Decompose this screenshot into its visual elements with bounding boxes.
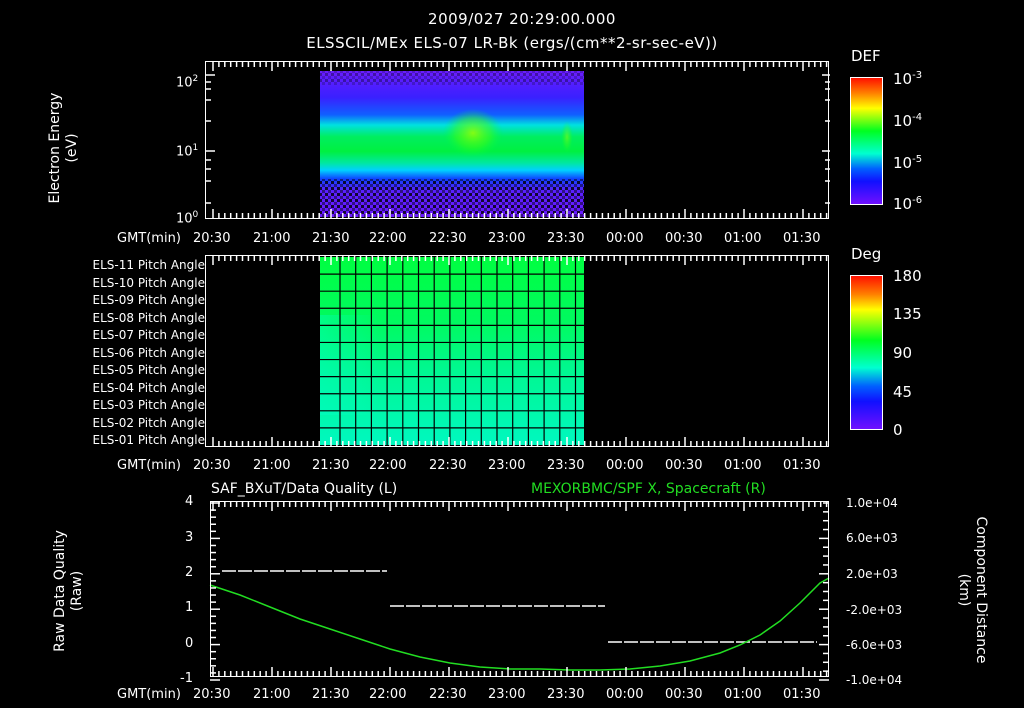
panel3-left-ytick: 1 (185, 600, 194, 615)
panel3-right-title: MEXORBMC/SPF X, Spacecraft (R) (531, 481, 766, 497)
colorbar-deg-tick: 135 (893, 305, 922, 323)
panel3-left-ytick: 3 (185, 530, 194, 545)
pitch-row-label: ELS-01 Pitch Angle (92, 433, 205, 447)
panel3-right-ytick: 6.0e+03 (846, 531, 898, 545)
panel3-right-ytick: -2.0e+03 (846, 603, 903, 617)
pitch-row-label: ELS-04 Pitch Angle (92, 380, 205, 395)
pitch-row-label: ELS-02 Pitch Angle (92, 415, 205, 430)
panel3-left-ylabel: Raw Data Quality (Raw) (52, 530, 85, 652)
panel1-xaxis-label: GMT(min) (117, 231, 181, 246)
panel3-right-ytick: -6.0e+03 (846, 638, 903, 652)
energy-spectrogram[interactable] (205, 61, 829, 219)
pitch-angle-row-labels: ELS-11 Pitch Angle ELS-10 Pitch Angle EL… (0, 256, 205, 447)
colorbar-def (850, 77, 883, 205)
pitch-angle-plot[interactable] (205, 255, 829, 447)
panel3-left-ytick: 2 (185, 565, 194, 580)
panel3-right-ytick: -1.0e+04 (846, 673, 903, 687)
plot-timestamp: 2009/027 20:29:00.000 (428, 10, 616, 28)
panel3-right-ytick: 1.0e+04 (846, 496, 898, 510)
panel2-xaxis-label: GMT(min) (117, 458, 181, 473)
colorbar-def-tick: 10-4 (893, 112, 923, 130)
pitch-row-label: ELS-07 Pitch Angle (92, 328, 205, 342)
pitch-row-label: ELS-08 Pitch Angle (92, 310, 205, 325)
panel3-xaxis-label: GMT(min) (117, 687, 181, 702)
pitch-row-label: ELS-09 Pitch Angle (92, 293, 205, 307)
panel3-left-title: SAF_BXuT/Data Quality (L) (211, 481, 398, 497)
pitch-row-label: ELS-10 Pitch Angle (92, 275, 205, 290)
panel2-xaxis-ticks: 20:30 21:00 21:30 22:00 22:30 23:00 23:3… (193, 458, 821, 473)
pitch-row-label: ELS-11 Pitch Angle (92, 258, 205, 272)
panel1-ytick-10: 101 (176, 143, 199, 160)
panel1-xaxis-ticks: 20:30 21:00 21:30 22:00 22:30 23:00 23:3… (193, 231, 821, 246)
panel3-right-ylabel: Component Distance (km) (956, 516, 989, 664)
pitch-row-label: ELS-06 Pitch Angle (92, 345, 205, 360)
pitch-row-label: ELS-05 Pitch Angle (92, 363, 205, 377)
colorbar-deg (850, 275, 883, 430)
colorbar-deg-tick: 0 (893, 421, 903, 439)
quality-distance-plot[interactable] (209, 501, 830, 681)
colorbar-def-tick: 10-3 (893, 70, 923, 88)
panel1-ylabel: Electron Energy (eV) (47, 92, 80, 204)
pitch-row-label: ELS-03 Pitch Angle (92, 398, 205, 412)
panel3-left-ytick: -1 (180, 671, 193, 686)
spacecraft-x-series (209, 577, 830, 671)
panel1-ytick-1: 100 (176, 210, 199, 227)
colorbar-deg-tick: 90 (893, 344, 913, 362)
panel1-ytick-100: 102 (176, 74, 199, 91)
colorbar-def-title: DEF (851, 47, 881, 65)
panel3-left-ytick: 0 (185, 636, 194, 651)
colorbar-def-tick: 10-6 (893, 195, 923, 213)
colorbar-deg-title: Deg (851, 245, 882, 263)
panel3-left-ytick: 4 (185, 494, 194, 509)
colorbar-deg-tick: 180 (893, 267, 922, 285)
plot-title: ELSSCIL/MEx ELS-07 LR-Bk (ergs/(cm**2-sr… (306, 34, 718, 52)
panel3-right-ytick: 2.0e+03 (846, 567, 898, 581)
quality-series (222, 570, 817, 643)
colorbar-def-tick: 10-5 (893, 154, 923, 172)
panel3-xaxis-ticks: 20:30 21:00 21:30 22:00 22:30 23:00 23:3… (193, 687, 821, 702)
colorbar-deg-tick: 45 (893, 383, 913, 401)
